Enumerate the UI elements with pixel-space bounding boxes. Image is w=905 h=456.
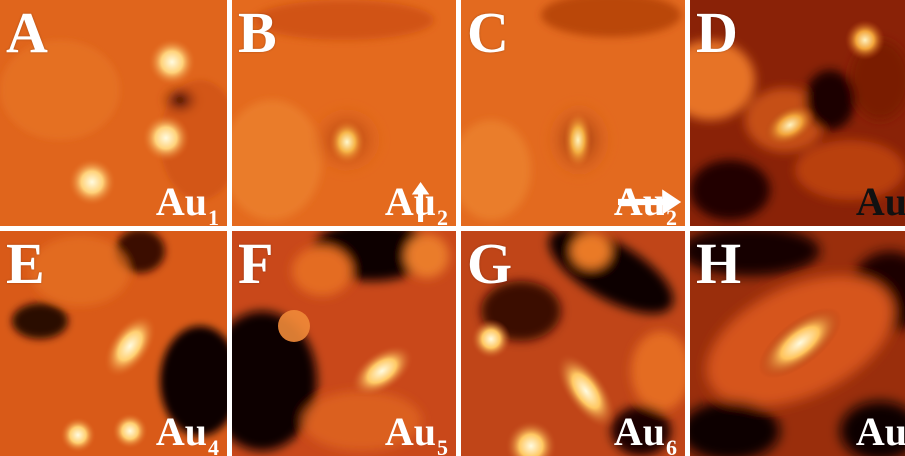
au-atom <box>278 310 310 342</box>
panel-f: F Au5 <box>232 231 456 456</box>
panel-letter: C <box>467 0 509 65</box>
panel-b-scan <box>232 0 456 226</box>
cluster-label: Au2 <box>614 182 681 226</box>
panel-c: C Au2 <box>461 0 685 226</box>
panel-h: H Au7 <box>690 231 905 456</box>
panel-d-scan <box>690 0 905 226</box>
au-dimer <box>329 120 365 164</box>
panel-g-scan <box>461 231 685 456</box>
au-atom <box>845 20 885 60</box>
cluster-label: Au4 <box>155 409 219 456</box>
panel-g: G Au6 <box>461 231 685 456</box>
cluster-label: Au2 <box>385 182 448 227</box>
panel-a: A Au1 <box>0 0 227 226</box>
panel-a-scan <box>0 0 227 226</box>
cluster-label: Au1 <box>155 179 219 227</box>
cluster-label: Au6 <box>613 409 677 456</box>
au-atom <box>112 413 148 449</box>
panel-b: B Au2 <box>232 0 456 226</box>
panel-f-scan <box>232 231 456 456</box>
au-atom <box>60 417 96 453</box>
panel-letter: F <box>238 231 274 296</box>
au-atom <box>505 420 557 456</box>
panel-letter: E <box>6 231 45 296</box>
panel-d: D Au3 <box>690 0 905 226</box>
panel-letter: B <box>238 0 277 65</box>
au-atom <box>148 38 196 86</box>
arrow-up-icon <box>411 182 430 222</box>
au-atom <box>68 158 116 206</box>
panel-h-scan <box>690 231 905 456</box>
panel-letter: G <box>467 231 513 296</box>
panel-e: E Au4 <box>0 231 227 456</box>
au-atom <box>142 114 190 162</box>
au-trimer <box>764 104 816 146</box>
au-cluster <box>555 353 617 429</box>
au-cluster <box>103 314 157 378</box>
cluster-label: Au3 <box>855 179 905 224</box>
panel-e-scan <box>0 231 227 456</box>
cluster-label: Au5 <box>384 409 448 456</box>
panel-letter: D <box>696 0 738 65</box>
panel-c-scan <box>461 0 685 226</box>
au-cluster <box>758 307 842 379</box>
au-dimer <box>564 112 592 168</box>
panel-letter: A <box>6 0 48 65</box>
panel-letter: H <box>696 231 742 296</box>
arrow-right-icon <box>617 189 681 215</box>
au-cluster <box>350 344 414 398</box>
au-atom <box>471 319 511 359</box>
cluster-label: Au7 <box>855 409 905 454</box>
